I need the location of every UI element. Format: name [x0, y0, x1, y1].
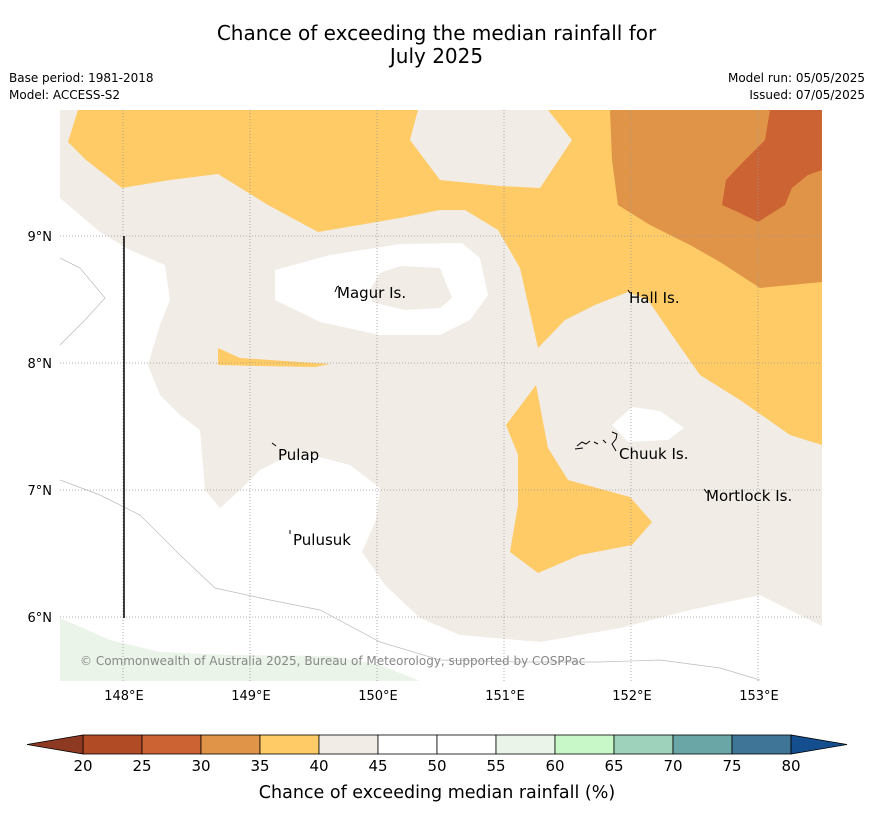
- colorbar-tick-label: 60: [545, 757, 564, 775]
- lat-label: 7°N: [28, 484, 53, 499]
- colorbar-tick-label: 45: [368, 757, 387, 775]
- map-area: Magur Is. Hall Is. Pulap Chuuk Is. Mortl…: [60, 110, 822, 681]
- lon-label: 153°E: [739, 689, 779, 704]
- colorbar-segment: [495, 734, 556, 755]
- colorbar-tick-label: 80: [781, 757, 800, 775]
- lon-label: 149°E: [231, 689, 271, 704]
- island-markers: [271, 285, 708, 534]
- meta-right: Model run: 05/05/2025 Issued: 07/05/2025: [728, 70, 865, 104]
- colorbar-segment: [436, 734, 497, 755]
- colorbar-under-arrow: [26, 734, 84, 755]
- meta-left: Base period: 1981-2018 Model: ACCESS-S2: [9, 70, 154, 104]
- colorbar-tick-label: 70: [663, 757, 682, 775]
- colorbar-tick-label: 50: [427, 757, 446, 775]
- region-45-55-chuuk: [612, 407, 684, 442]
- colorbar-segment: [141, 734, 202, 755]
- colorbar-tick-label: 65: [604, 757, 623, 775]
- hall-island-shape: [627, 289, 631, 294]
- colorbar-segment: [377, 734, 438, 755]
- colorbar-tick-label: 55: [486, 757, 505, 775]
- colorbar-tick-label: 35: [250, 757, 269, 775]
- title-line-1: Chance of exceeding the median rainfall …: [216, 21, 657, 45]
- lon-label: 150°E: [358, 689, 398, 704]
- region-35-40-strip: [218, 348, 330, 367]
- model-run: Model run: 05/05/2025: [727, 71, 865, 85]
- contour-lines: [60, 257, 761, 681]
- colorbar-segment: [731, 734, 792, 755]
- lat-label: 9°N: [28, 230, 53, 245]
- colorbar-segment: [318, 734, 379, 755]
- colorbar-ticks: 20 25 30 35 40 45 50 55 60 65 70 75 80: [73, 757, 800, 775]
- colorbar-tick-label: 20: [73, 757, 92, 775]
- lon-label: 151°E: [485, 689, 525, 704]
- colorbar-segment: [200, 734, 261, 755]
- region-40-45-magur-inner: [370, 266, 452, 310]
- region-35-40-south: [506, 385, 652, 573]
- lon-tick-labels: 148°E 149°E 150°E 151°E 152°E 153°E: [104, 689, 779, 704]
- base-period: Base period: 1981-2018: [9, 71, 154, 85]
- colorbar-tick-label: 75: [722, 757, 741, 775]
- issued-date: Issued: 07/05/2025: [749, 88, 865, 102]
- label-magur: Magur Is.: [337, 284, 406, 302]
- colorbar-segment: [672, 734, 733, 755]
- region-55-60: [60, 618, 420, 681]
- colorbar-over-arrow: [790, 734, 848, 755]
- graticule: [60, 110, 822, 681]
- colorbar-tick-label: 40: [309, 757, 328, 775]
- colorbar-label: Chance of exceeding median rainfall (%): [259, 783, 615, 803]
- label-pulusuk: Pulusuk: [293, 531, 351, 549]
- lat-label: 6°N: [28, 611, 53, 626]
- copyright-text: © Commonwealth of Australia 2025, Bureau…: [80, 654, 585, 668]
- chuuk-island-shape: [574, 431, 618, 452]
- lon-label: 148°E: [104, 689, 144, 704]
- model-name: Model: ACCESS-S2: [9, 88, 121, 102]
- mortlock-island-shape: [703, 488, 708, 494]
- lon-label: 152°E: [612, 689, 652, 704]
- colorbar-tick-label: 30: [191, 757, 210, 775]
- label-mortlock: Mortlock Is.: [706, 487, 792, 505]
- label-chuuk: Chuuk Is.: [619, 445, 688, 463]
- magur-island-shape: [334, 285, 340, 293]
- label-hall: Hall Is.: [629, 289, 680, 307]
- colorbar-tick-label: 25: [132, 757, 151, 775]
- colorbar-segment: [82, 734, 143, 755]
- lat-tick-labels: 9°N 8°N 7°N 6°N: [28, 230, 53, 626]
- region-25-30: [722, 110, 822, 222]
- map-title: Chance of exceeding the median rainfall …: [0, 22, 873, 68]
- label-pulap: Pulap: [278, 446, 319, 464]
- pulap-island-shape: [271, 442, 277, 447]
- colorbar: [26, 734, 848, 755]
- colorbar-segment: [554, 734, 615, 755]
- colorbar-segment: [259, 734, 320, 755]
- colorbar-segment: [613, 734, 674, 755]
- lat-label: 8°N: [28, 357, 53, 372]
- title-line-2: July 2025: [389, 44, 484, 68]
